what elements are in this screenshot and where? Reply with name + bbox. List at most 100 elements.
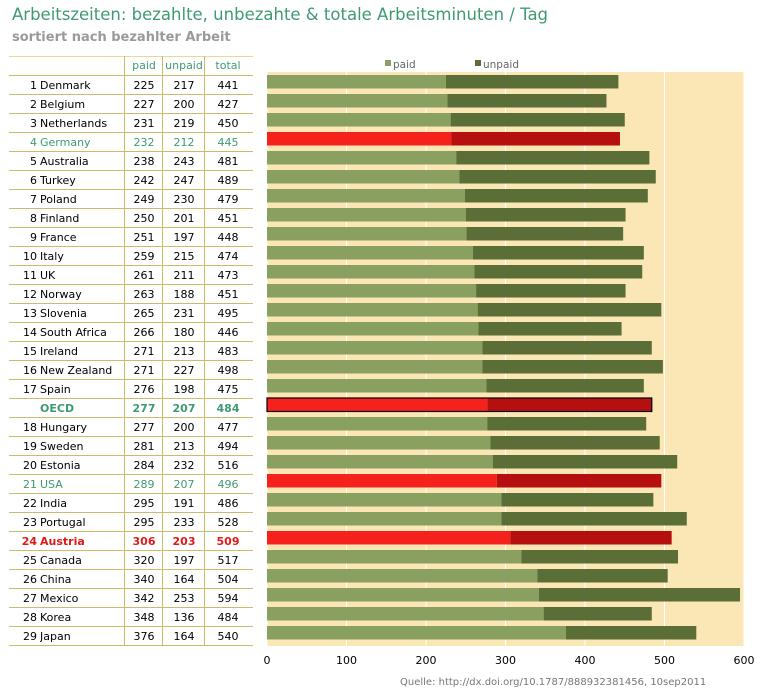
row-total: 427	[217, 98, 239, 111]
row-country: China	[40, 573, 72, 586]
table-row: 26 China 340 164 504	[9, 570, 253, 589]
row-rank: 14	[23, 326, 37, 339]
row-unpaid: 197	[173, 231, 195, 244]
bar-unpaid	[543, 607, 652, 621]
row-total: 479	[217, 193, 239, 206]
row-unpaid: 136	[173, 611, 195, 624]
bar-unpaid	[538, 588, 741, 602]
bar-paid	[267, 455, 493, 469]
header-paid: paid	[132, 59, 156, 72]
row-unpaid: 212	[173, 136, 195, 149]
row-country: Hungary	[40, 421, 87, 434]
row-unpaid: 198	[173, 383, 195, 396]
row-paid: 238	[133, 155, 155, 168]
bar-paid	[267, 493, 502, 507]
table-row: 14 South Africa 266 180 446	[9, 323, 253, 342]
row-total: 516	[217, 459, 239, 472]
row-unpaid: 191	[173, 497, 195, 510]
row-unpaid: 188	[173, 288, 195, 301]
row-country: Turkey	[40, 174, 76, 187]
row-total: 495	[217, 307, 239, 320]
row-rank: 19	[23, 440, 37, 453]
row-country: Poland	[40, 193, 77, 206]
row-paid: 376	[133, 630, 155, 643]
row-rank: 22	[23, 497, 37, 510]
row-total: 450	[217, 117, 239, 130]
bar-paid	[267, 208, 466, 222]
table-row: 2 Belgium 227 200 427	[9, 95, 253, 114]
row-total: 474	[217, 250, 239, 263]
bar-unpaid	[464, 189, 648, 203]
bar-unpaid	[472, 246, 644, 260]
table-row: 15 Ireland 271 213 483	[9, 342, 253, 361]
bar-unpaid	[487, 417, 647, 431]
row-rank: 4	[30, 136, 37, 149]
row-country: France	[40, 231, 77, 244]
row-country: Denmark	[40, 79, 91, 92]
bar-unpaid	[474, 265, 643, 279]
row-total: 477	[217, 421, 239, 434]
bar-paid	[267, 284, 477, 298]
row-unpaid: 227	[173, 364, 195, 377]
row-unpaid: 211	[173, 269, 195, 282]
row-country: Portugal	[40, 516, 86, 529]
bar-paid	[267, 474, 497, 488]
row-paid: 242	[133, 174, 155, 187]
bar-paid	[267, 588, 539, 602]
row-total: 483	[217, 345, 239, 358]
bar-paid	[267, 113, 451, 127]
row-country: India	[40, 497, 67, 510]
row-unpaid: 201	[173, 212, 195, 225]
bar-paid	[267, 417, 488, 431]
bar-paid	[267, 322, 479, 336]
table-row: 10 Italy 259 215 474	[9, 247, 253, 266]
bar-unpaid	[465, 208, 626, 222]
x-tick-label: 200	[416, 654, 437, 667]
row-rank: 23	[23, 516, 37, 529]
row-total: 509	[216, 535, 240, 548]
table-row: 27 Mexico 342 253 594	[9, 589, 253, 608]
row-paid: 266	[133, 326, 155, 339]
row-total: 484	[216, 402, 240, 415]
bar-paid	[267, 246, 473, 260]
table-row: 24 Austria 306 203 509	[9, 532, 253, 551]
row-country: Estonia	[40, 459, 81, 472]
row-country: Ireland	[40, 345, 79, 358]
x-tick-label: 400	[575, 654, 596, 667]
bar-unpaid	[496, 474, 662, 488]
row-rank: 1	[30, 79, 37, 92]
table-row: 25 Canada 320 197 517	[9, 551, 253, 570]
row-rank: 18	[23, 421, 37, 434]
row-unpaid: 253	[173, 592, 195, 605]
row-total: 484	[217, 611, 239, 624]
row-country: Japan	[40, 630, 71, 643]
bar-paid	[267, 303, 478, 317]
bar-paid	[267, 341, 483, 355]
row-paid: 263	[133, 288, 155, 301]
row-rank: 21	[23, 478, 37, 491]
bar-chart: 0 100 200 300 400 500 600 paid unpaid	[264, 59, 755, 667]
row-country: Spain	[40, 383, 71, 396]
bar-unpaid	[476, 284, 626, 298]
row-total: 504	[217, 573, 239, 586]
row-total: 481	[217, 155, 239, 168]
bar-paid	[267, 531, 511, 545]
row-total: 451	[217, 288, 239, 301]
legend-label: paid	[393, 59, 416, 71]
row-unpaid: 200	[173, 421, 195, 434]
row-paid: 289	[133, 478, 155, 491]
row-rank: 17	[23, 383, 37, 396]
table-row: 5 Australia 238 243 481	[9, 152, 253, 171]
row-paid: 259	[133, 250, 155, 263]
row-unpaid: 197	[173, 554, 195, 567]
table-row: 29 Japan 376 164 540	[9, 627, 253, 646]
row-paid: 249	[133, 193, 155, 206]
row-paid: 348	[133, 611, 155, 624]
row-unpaid: 217	[173, 79, 195, 92]
table-row: 12 Norway 263 188 451	[9, 285, 253, 304]
table-row: 3 Netherlands 231 219 450	[9, 114, 253, 133]
row-paid: 227	[133, 98, 155, 111]
row-paid: 250	[133, 212, 155, 225]
row-rank: 27	[23, 592, 37, 605]
row-rank: 6	[30, 174, 37, 187]
